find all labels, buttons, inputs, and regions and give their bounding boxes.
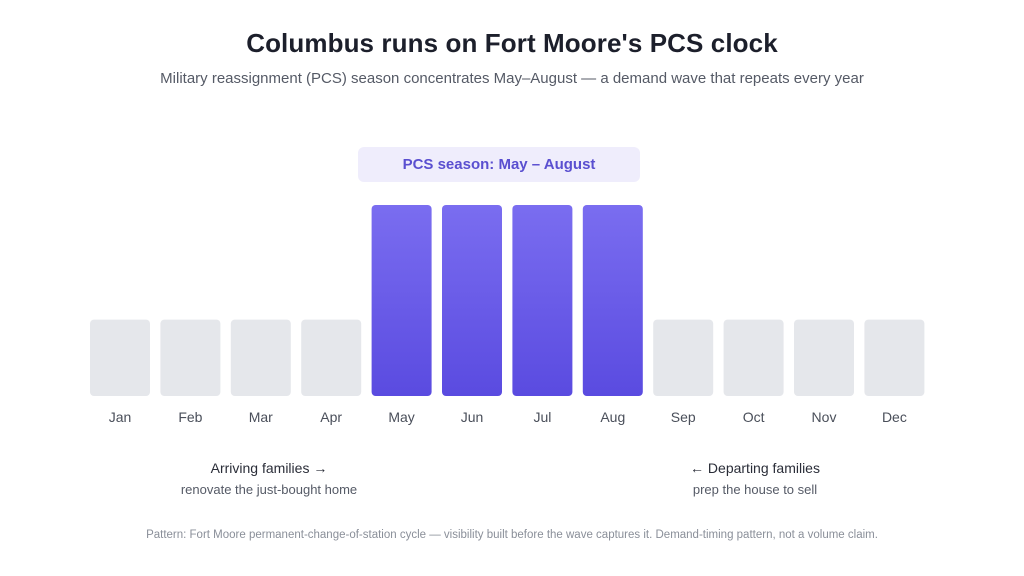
pcs-season-label-text: PCS season: May – August — [402, 156, 596, 173]
x-tick-label-nov: Nov — [812, 409, 837, 425]
x-tick-label-feb: Feb — [178, 409, 202, 425]
x-tick-label-oct: Oct — [743, 409, 765, 425]
x-tick-label-aug: Aug — [600, 409, 625, 425]
x-tick-label-jun: Jun — [461, 409, 484, 425]
bar-dec — [864, 319, 925, 396]
chart-subtitle: Military reassignment (PCS) season conce… — [160, 70, 864, 87]
x-tick-label-apr: Apr — [320, 409, 342, 425]
bar-sep — [653, 319, 714, 396]
x-axis-labels: Jan Feb Mar Apr May Jun Jul Aug Sep Oct Nov Dec — [109, 409, 907, 425]
pcs-season-label: PCS season: May – August — [358, 147, 640, 182]
bar-nov — [794, 319, 854, 396]
x-tick-label-may: May — [388, 409, 414, 425]
bar-group — [90, 205, 925, 396]
x-tick-label-dec: Dec — [882, 409, 907, 425]
x-tick-label-jul: Jul — [533, 409, 551, 425]
x-tick-label-mar: Mar — [249, 409, 273, 425]
bar-jan — [90, 319, 150, 396]
bar-jul — [512, 205, 573, 396]
departing-families-detail: prep the house to sell — [692, 482, 818, 497]
departing-families-heading: ← Departing families — [690, 460, 820, 476]
arriving-families-detail: renovate the just-bought home — [180, 482, 358, 497]
chart-title: Columbus runs on Fort Moore's PCS clock — [246, 28, 778, 58]
bar-apr — [301, 319, 362, 396]
bar-mar — [230, 319, 291, 396]
bar-may — [371, 205, 432, 396]
x-tick-label-jan: Jan — [109, 409, 132, 425]
bar-jun — [442, 205, 502, 396]
bar-aug — [582, 205, 643, 396]
x-tick-label-sep: Sep — [671, 409, 696, 425]
arriving-families-heading: Arriving families → — [210, 460, 328, 476]
arriving-families-note: Arriving families → renovate the just-bo… — [139, 460, 399, 497]
departing-families-note: ← Departing families prep the house to s… — [625, 460, 885, 497]
footnote: Pattern: Fort Moore permanent-change-of-… — [146, 529, 878, 541]
bar-feb — [160, 319, 221, 396]
bar-oct — [723, 319, 784, 396]
